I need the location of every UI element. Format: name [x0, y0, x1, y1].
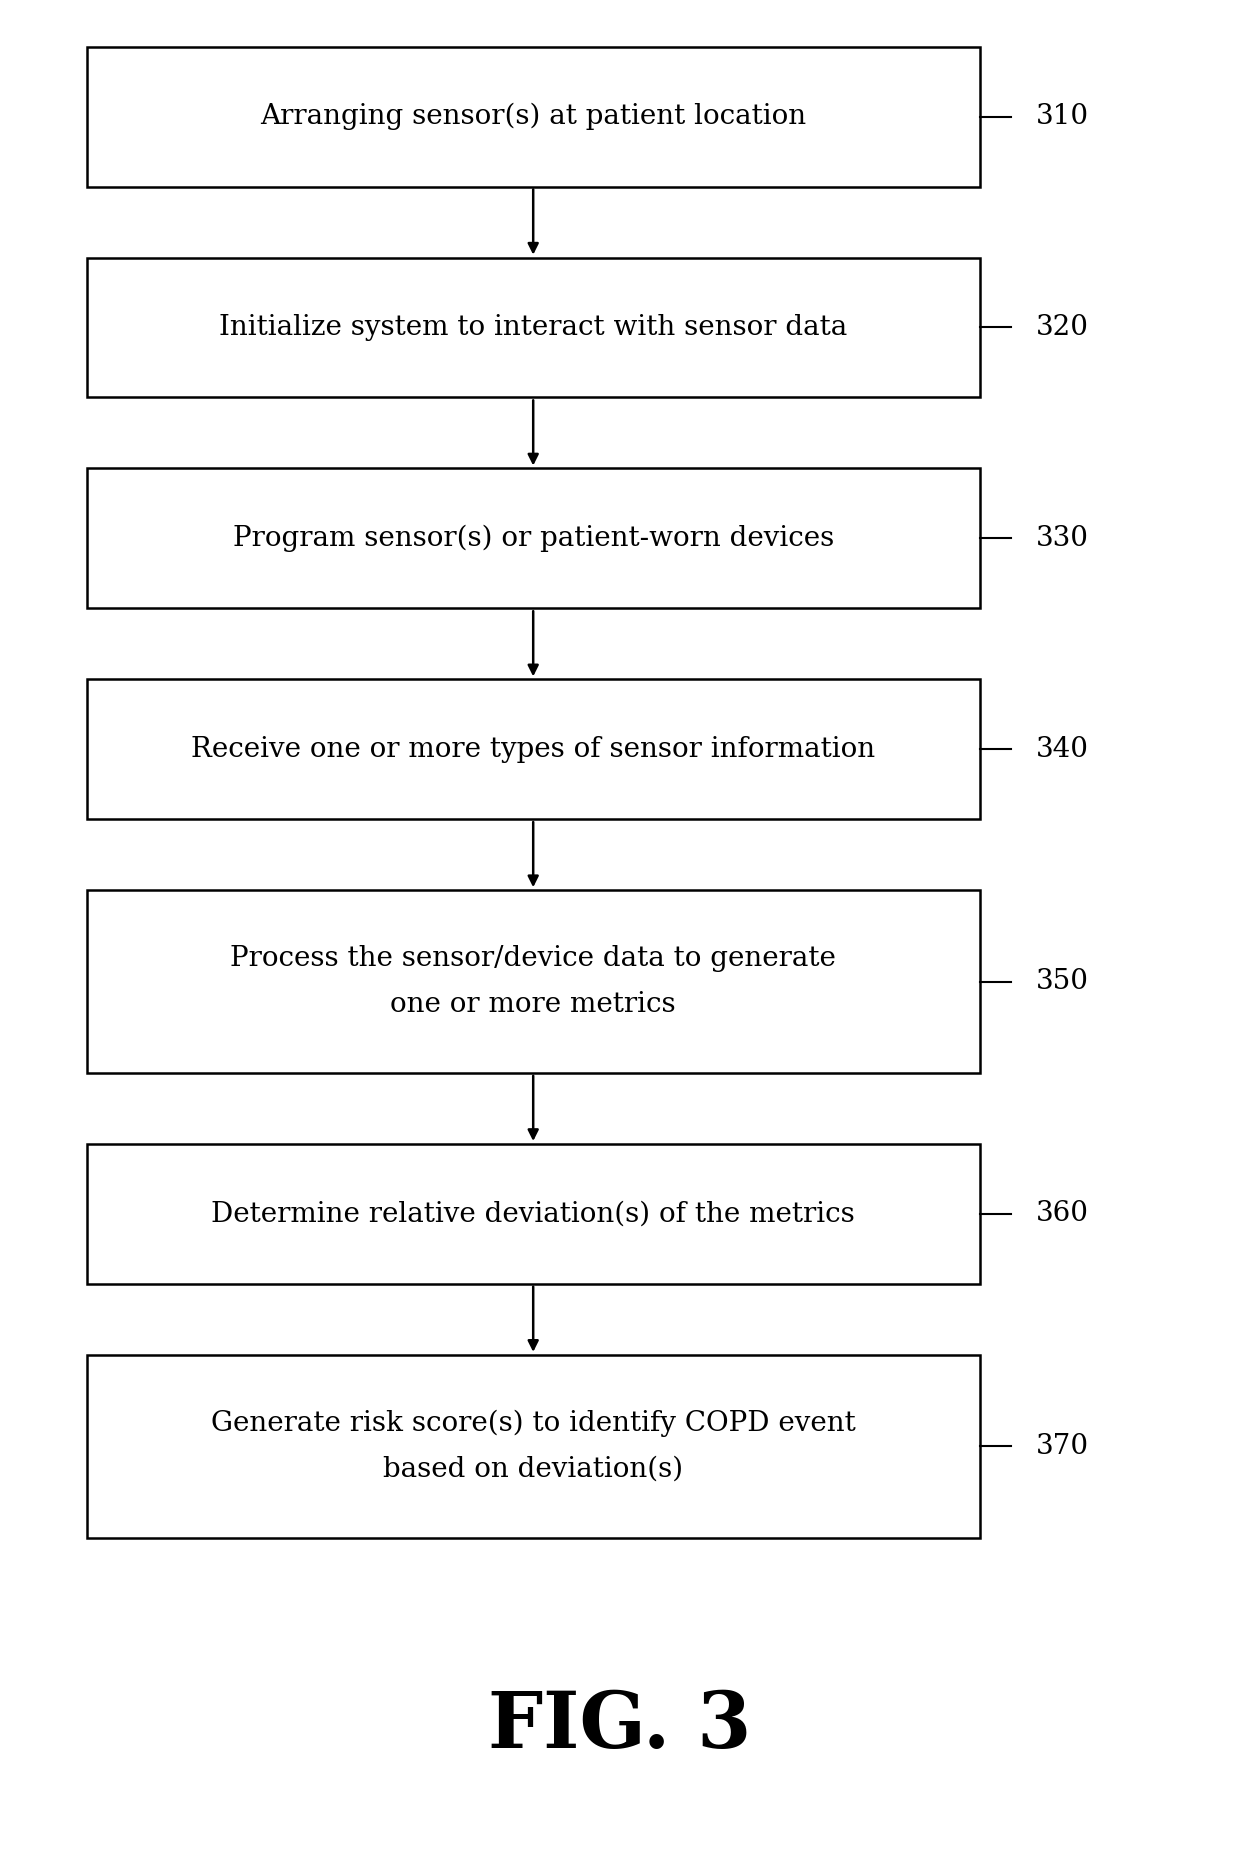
FancyBboxPatch shape [87, 1355, 980, 1538]
Text: Process the sensor/device data to generate: Process the sensor/device data to genera… [231, 944, 836, 972]
Text: one or more metrics: one or more metrics [391, 991, 676, 1019]
Text: Determine relative deviation(s) of the metrics: Determine relative deviation(s) of the m… [211, 1200, 856, 1228]
Text: 330: 330 [1035, 524, 1089, 552]
FancyBboxPatch shape [87, 258, 980, 397]
FancyArrowPatch shape [528, 821, 538, 884]
FancyArrowPatch shape [528, 399, 538, 463]
Text: based on deviation(s): based on deviation(s) [383, 1455, 683, 1483]
FancyBboxPatch shape [87, 1144, 980, 1284]
Text: 360: 360 [1035, 1200, 1089, 1228]
FancyBboxPatch shape [87, 468, 980, 608]
FancyBboxPatch shape [87, 47, 980, 187]
Text: 310: 310 [1035, 103, 1089, 131]
Text: 370: 370 [1035, 1433, 1089, 1459]
Text: 340: 340 [1035, 735, 1089, 763]
FancyArrowPatch shape [528, 1075, 538, 1138]
Text: FIG. 3: FIG. 3 [489, 1689, 751, 1763]
Text: Generate risk score(s) to identify COPD event: Generate risk score(s) to identify COPD … [211, 1409, 856, 1437]
Text: Initialize system to interact with sensor data: Initialize system to interact with senso… [219, 313, 847, 341]
Text: Arranging sensor(s) at patient location: Arranging sensor(s) at patient location [260, 103, 806, 131]
FancyBboxPatch shape [87, 890, 980, 1073]
FancyArrowPatch shape [528, 1286, 538, 1349]
FancyBboxPatch shape [87, 679, 980, 819]
FancyArrowPatch shape [528, 188, 538, 252]
Text: Receive one or more types of sensor information: Receive one or more types of sensor info… [191, 735, 875, 763]
Text: Program sensor(s) or patient-worn devices: Program sensor(s) or patient-worn device… [233, 524, 833, 552]
Text: 350: 350 [1035, 968, 1089, 995]
FancyArrowPatch shape [528, 610, 538, 674]
Text: 320: 320 [1035, 313, 1089, 341]
